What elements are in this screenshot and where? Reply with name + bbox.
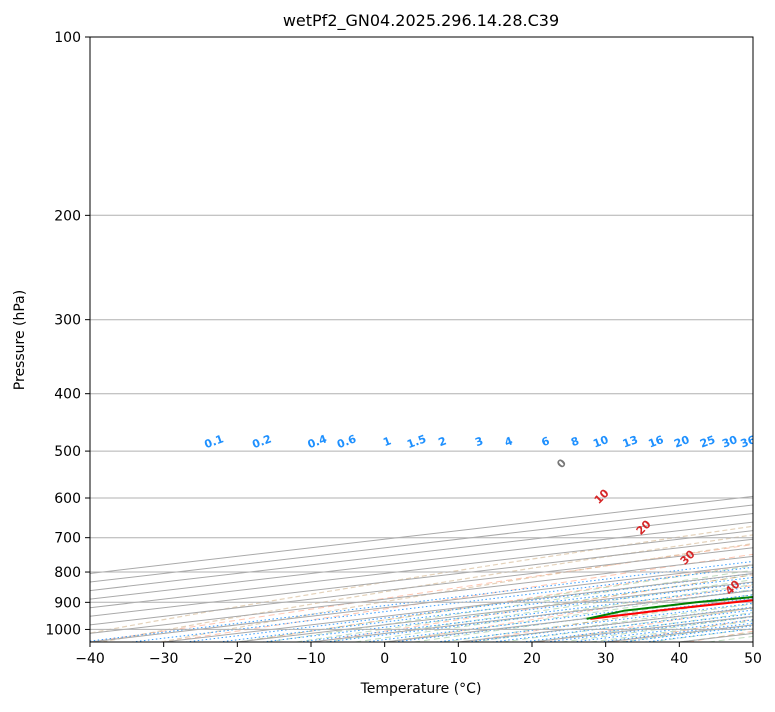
x-axis-label: Temperature (°C) [360, 681, 482, 697]
mixing-ratio-label: 10 [591, 433, 610, 451]
moist-adiabat-line [620, 222, 775, 642]
theta-e-line [44, 37, 775, 642]
isotherm-line [16, 37, 775, 642]
chart-title: wetPf2_GN04.2025.296.14.28.C39 [283, 11, 559, 31]
isotherm-line [0, 37, 775, 642]
x-tick-label: −10 [296, 651, 326, 667]
moist-adiabat-label: 20 [634, 517, 654, 537]
moist-adiabat-line [355, 222, 775, 642]
x-tick-label: −30 [149, 651, 179, 667]
y-tick-label: 700 [54, 531, 81, 547]
mixing-ratio-label: 13 [621, 433, 640, 450]
mixing-ratio-label: 6 [540, 434, 552, 449]
mixing-ratio-label: 25 [698, 433, 717, 450]
y-axis-ticks: 100 200 300 400 500 600 700 800 900 1000 [45, 30, 90, 638]
y-tick-label: 900 [54, 595, 81, 611]
moist-adiabat-line [650, 222, 775, 642]
y-tick-label: 200 [54, 208, 81, 224]
mixing-ratio-label: 0.2 [251, 432, 274, 451]
isotherm-line [0, 37, 775, 642]
mixing-ratio-label: 0.6 [335, 432, 358, 451]
x-tick-label: 30 [597, 651, 615, 667]
y-tick-label: 100 [54, 30, 81, 46]
moist-adiabat-label: 10 [592, 486, 612, 506]
y-tick-label: 800 [54, 565, 81, 581]
y-axis-label: Pressure (hPa) [12, 290, 28, 390]
dry-adiabat-line [240, 37, 775, 642]
mixing-ratio-label: 36 [739, 433, 758, 451]
mixing-ratio-label: 20 [672, 433, 691, 451]
mixing-ratio-label: 30 [720, 433, 739, 451]
theta-e-line [161, 37, 775, 642]
x-tick-label: 10 [449, 651, 467, 667]
y-tick-label: 300 [54, 313, 81, 329]
y-tick-label: 500 [54, 444, 81, 460]
x-tick-label: 50 [744, 651, 762, 667]
moist-adiabat-line [562, 222, 775, 642]
background-lines [44, 37, 775, 642]
x-tick-label: 0 [380, 651, 389, 667]
mixing-ratio-label: 1.5 [405, 432, 428, 451]
mixing-ratio-label: 2 [437, 434, 449, 449]
mixing-ratio-label: 4 [503, 434, 515, 449]
dry-adiabat-line [614, 37, 775, 642]
moist-adiabat-label: 40 [723, 577, 743, 597]
moist-adiabat-line [414, 222, 775, 642]
mixing-ratio-label: 1 [381, 434, 393, 449]
grid-lines [0, 37, 775, 642]
y-tick-label: 600 [54, 491, 81, 507]
mixing-ratio-label: 3 [473, 434, 485, 449]
isotherm-line [0, 37, 775, 642]
y-tick-label: 400 [54, 387, 81, 403]
y-tick-label: 1000 [45, 622, 81, 638]
mixing-ratio-label: 8 [569, 434, 581, 449]
mixing-ratio-label: 16 [647, 433, 666, 451]
dry-adiabat-line [464, 37, 775, 642]
isotherm-line [0, 37, 775, 642]
x-tick-label: −20 [223, 651, 253, 667]
moist-adiabat-line [267, 222, 775, 642]
moist-adiabat-label: 0 [554, 456, 569, 471]
dry-adiabat-line [763, 37, 775, 642]
moist-adiabat-line [591, 222, 775, 642]
x-tick-label: −40 [75, 651, 105, 667]
dry-adiabat-line [91, 37, 775, 642]
isotherm-line [0, 37, 775, 642]
theta-e-line [102, 37, 775, 642]
moist-adiabat-line [385, 222, 775, 642]
mixing-ratio-label: 0.1 [203, 432, 226, 451]
x-tick-label: 40 [670, 651, 688, 667]
isotherm-line [753, 37, 775, 642]
isotherm-line [164, 37, 775, 642]
moist-adiabat-line [709, 222, 775, 642]
x-axis-ticks: −40 −30 −20 −10 0 10 20 30 40 50 [75, 642, 762, 667]
mixing-ratio-label: 0.4 [306, 432, 329, 451]
x-tick-label: 20 [523, 651, 541, 667]
isotherm-line [0, 37, 775, 642]
isotherm-line [0, 37, 775, 642]
inner-labels: -100-90-80-70-60-50-40-30-20-100.10.20.4… [203, 53, 775, 597]
